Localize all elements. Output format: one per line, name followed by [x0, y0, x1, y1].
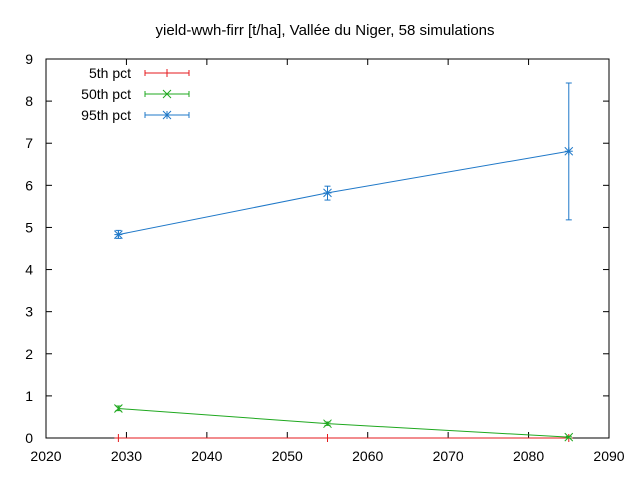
chart-title: yield-wwh-firr [t/ha], Vallée du Niger, …	[155, 22, 494, 39]
series-line	[118, 408, 569, 438]
data-point	[323, 188, 332, 198]
series-3	[114, 82, 574, 239]
legend-item: 5th pct	[89, 65, 190, 81]
x-tick-label: 2030	[111, 448, 142, 464]
y-tick-label: 6	[25, 177, 33, 193]
series-2	[114, 404, 574, 442]
legend-item: 50th pct	[81, 86, 190, 102]
y-tick-label: 9	[25, 51, 33, 67]
legend-label: 95th pct	[81, 107, 131, 123]
y-tick-label: 8	[25, 93, 33, 109]
series-1	[114, 434, 573, 442]
legend-marker	[162, 110, 172, 120]
x-tick-label: 2060	[352, 448, 383, 464]
series-line	[118, 150, 569, 236]
data-point	[114, 404, 123, 413]
data-point	[114, 230, 123, 239]
y-tick-label: 3	[25, 304, 33, 320]
data-point	[564, 432, 574, 442]
data-point	[323, 419, 332, 429]
legend-label: 5th pct	[89, 65, 131, 81]
y-tick-label: 1	[25, 388, 33, 404]
y-tick-label: 0	[25, 430, 33, 446]
data-point	[114, 434, 123, 442]
x-tick-label: 2020	[30, 448, 61, 464]
y-tick-label: 4	[25, 262, 33, 278]
legend-item: 95th pct	[81, 107, 190, 123]
series-layer	[114, 82, 574, 442]
axes: 2020 2030 2040 2050 2060 2070 2080 2090 0 1 2 3 4 5 6 7…	[25, 51, 625, 464]
y-tick-label: 7	[25, 135, 33, 151]
y-tick-label: 5	[25, 219, 33, 235]
x-tick-label: 2050	[272, 448, 303, 464]
data-point	[564, 146, 574, 156]
data-point	[323, 434, 332, 442]
legend-marker	[162, 89, 172, 99]
legend: 5th pct 50th pct 95th pct	[81, 65, 190, 123]
y-tick-label: 2	[25, 346, 33, 362]
x-tick-label: 2080	[513, 448, 544, 464]
legend-label: 50th pct	[81, 86, 131, 102]
legend-marker	[163, 69, 171, 77]
x-tick-label: 2040	[191, 448, 222, 464]
x-tick-label: 2090	[593, 448, 624, 464]
x-tick-label: 2070	[433, 448, 464, 464]
